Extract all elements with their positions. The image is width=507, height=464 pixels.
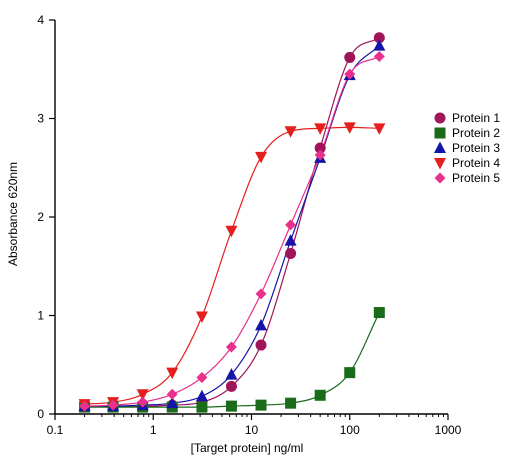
legend-label-series-5: Protein 5 [452,171,500,185]
data-point-series-1 [225,380,237,392]
y-tick-label: 1 [37,309,44,323]
fit-curve-series-4 [84,126,380,405]
data-point-series-4 [195,311,208,323]
data-point-series-4 [255,151,268,164]
data-point-series-1 [285,247,297,259]
data-point-series-4 [343,122,356,134]
fit-curve-series-2 [84,312,380,408]
fit-curve-series-5 [84,55,380,407]
legend-marker-series-1 [434,112,446,124]
x-tick-label: 10 [245,423,259,437]
x-tick-label: 0.1 [47,423,64,437]
legend-marker-series-2 [434,127,446,139]
data-point-series-5 [314,149,326,161]
data-point-series-5 [79,400,91,412]
data-point-series-4 [314,123,327,135]
y-tick-label: 0 [37,407,44,421]
data-point-series-3 [195,389,208,402]
data-point-series-3 [373,39,386,51]
x-tick-label: 100 [340,423,360,437]
data-point-series-4 [166,367,179,380]
data-point-series-5 [225,341,237,353]
data-point-series-4 [284,126,297,138]
data-point-series-1 [314,142,326,154]
legend-label-series-4: Protein 4 [452,156,500,170]
legend-label-series-3: Protein 3 [452,141,500,155]
data-point-series-5 [344,68,356,80]
data-point-series-5 [196,372,208,384]
legend-label-series-1: Protein 1 [452,111,500,125]
data-point-series-2 [373,307,385,319]
x-tick-label: 1000 [435,423,462,437]
y-tick-label: 2 [37,210,44,224]
data-point-series-5 [107,399,119,411]
data-point-series-2 [285,397,297,409]
data-point-series-4 [136,389,149,401]
data-point-series-3 [255,318,268,331]
data-point-series-1 [344,51,356,63]
data-point-series-2 [344,367,356,379]
data-point-series-5 [255,288,267,300]
data-point-series-5 [373,50,385,62]
legend-marker-series-4 [434,158,446,170]
y-axis-title: Absorbance 620nm [6,162,20,266]
data-point-series-4 [373,123,386,135]
data-point-series-2 [196,401,208,413]
data-point-series-2 [225,400,237,412]
axes: 0.1 1 10 100 1000 0 1 2 3 4 [37,13,461,437]
x-axis-title: [Target protein] ng/ml [191,441,304,455]
data-point-series-2 [255,399,267,411]
data-point-series-3 [284,234,297,246]
data-markers [78,32,386,413]
data-point-series-4 [225,225,238,238]
data-point-series-2 [314,389,326,401]
data-point-series-1 [373,32,385,44]
data-point-series-1 [255,339,267,351]
data-point-series-3 [166,396,179,409]
legend-label-series-2: Protein 2 [452,126,500,140]
y-tick-label: 4 [37,13,44,27]
data-point-series-5 [285,219,297,231]
data-point-series-5 [166,388,178,400]
data-point-series-5 [137,396,149,408]
legend-marker-series-3 [434,141,446,153]
legend-marker-series-5 [434,172,446,184]
x-tick-label: 1 [150,423,157,437]
data-point-series-3 [225,368,238,380]
y-tick-label: 3 [37,112,44,126]
